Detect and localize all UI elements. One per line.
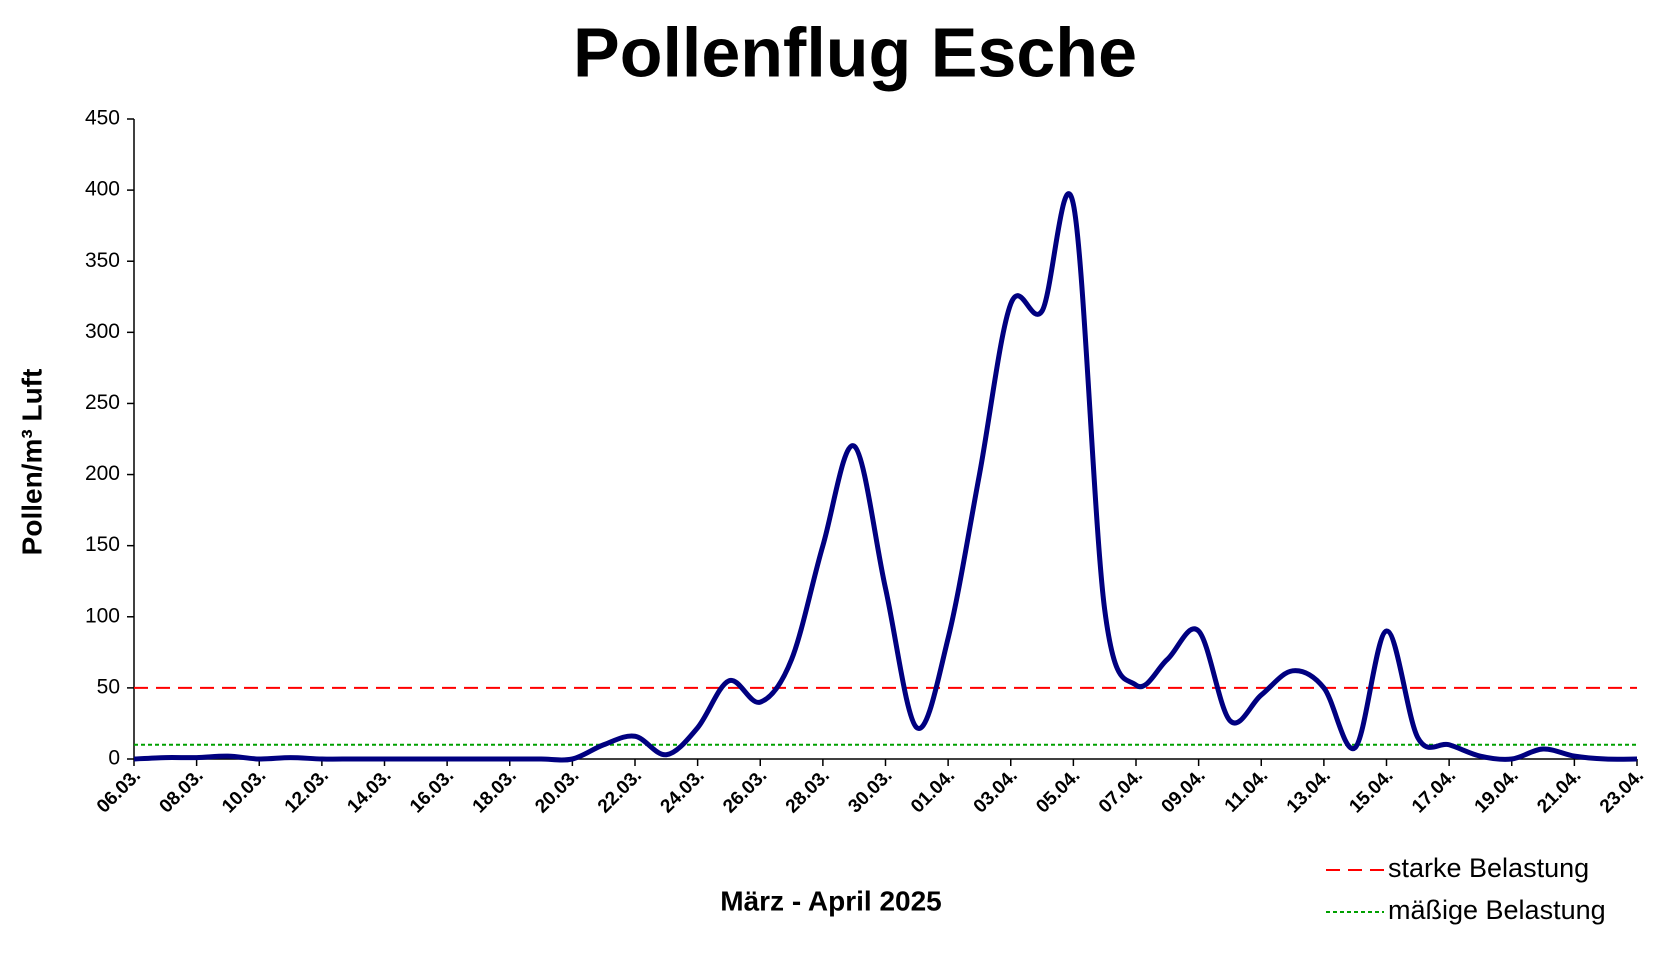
x-tick-label: 07.04. bbox=[1095, 765, 1147, 817]
y-tick-label: 150 bbox=[85, 533, 120, 556]
x-tick-label: 26.03. bbox=[719, 765, 771, 817]
x-tick-label: 13.04. bbox=[1283, 765, 1335, 817]
x-tick-label: 28.03. bbox=[782, 765, 834, 817]
x-tick-label: 14.03. bbox=[343, 765, 395, 817]
x-tick-label: 11.04. bbox=[1221, 765, 1272, 816]
legend-label: starke Belastung bbox=[1388, 853, 1589, 883]
x-axis-title: März - April 2025 bbox=[720, 885, 941, 916]
x-tick-label: 24.03. bbox=[657, 765, 709, 817]
y-tick-label: 450 bbox=[85, 107, 120, 130]
y-tick-label: 400 bbox=[85, 178, 120, 201]
x-tick-label: 01.04. bbox=[907, 765, 959, 817]
y-axis-title: Pollen/m³ Luft bbox=[16, 369, 47, 556]
y-tick-label: 350 bbox=[85, 249, 120, 272]
y-tick-label: 300 bbox=[85, 320, 120, 343]
x-tick-label: 09.04. bbox=[1158, 765, 1210, 817]
x-tick-label: 20.03. bbox=[531, 765, 583, 817]
y-tick-label: 50 bbox=[97, 675, 120, 698]
x-tick-label: 17.04. bbox=[1408, 765, 1460, 817]
chart-title: Pollenflug Esche bbox=[573, 13, 1137, 91]
y-tick-label: 100 bbox=[85, 604, 120, 627]
legend-label: mäßige Belastung bbox=[1388, 895, 1606, 925]
x-tick-label: 30.03. bbox=[844, 765, 896, 817]
x-tick-label: 22.03. bbox=[594, 765, 646, 817]
y-tick-label: 250 bbox=[85, 391, 120, 414]
x-tick-label: 12.03. bbox=[281, 765, 333, 817]
x-tick-label: 18.03. bbox=[469, 765, 521, 817]
x-tick-label: 10.03. bbox=[218, 765, 270, 817]
y-tick-label: 0 bbox=[108, 747, 120, 770]
x-tick-label: 15.04. bbox=[1345, 765, 1397, 817]
x-tick-label: 23.04. bbox=[1596, 765, 1648, 817]
x-tick-label: 19.04. bbox=[1471, 765, 1523, 817]
x-tick-label: 05.04. bbox=[1032, 765, 1084, 817]
x-tick-label: 21.04. bbox=[1533, 765, 1585, 817]
x-tick-label: 06.03. bbox=[93, 765, 145, 817]
x-tick-label: 03.04. bbox=[970, 765, 1022, 817]
data-line bbox=[133, 191, 1638, 763]
y-tick-label: 200 bbox=[85, 462, 120, 485]
x-tick-label: 16.03. bbox=[406, 765, 458, 817]
x-tick-label: 08.03. bbox=[156, 765, 208, 817]
